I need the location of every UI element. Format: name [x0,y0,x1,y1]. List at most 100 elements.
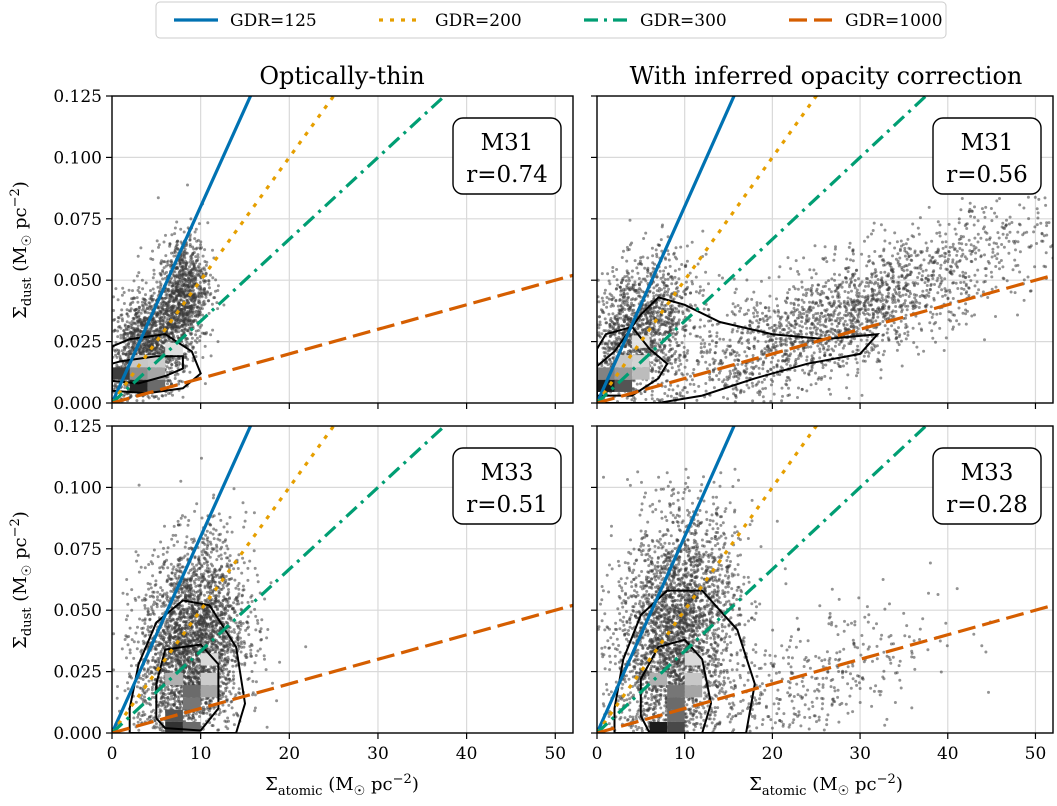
scatter-point [164,264,168,268]
scatter-point [180,266,184,270]
scatter-point [181,370,185,374]
scatter-point [191,296,195,300]
scatter-point [709,319,713,323]
scatter-point [150,340,154,344]
scatter-point [178,313,182,316]
scatter-point [168,391,172,395]
scatter-point [600,272,604,276]
scatter-point [195,336,199,340]
scatter-point [112,318,116,322]
scatter-point [140,326,144,330]
scatter-point [639,280,643,284]
scatter-point [605,342,609,346]
scatter-point [659,276,663,280]
scatter-point [850,308,853,312]
scatter-point [1027,217,1031,221]
scatter-point [1032,230,1036,234]
scatter-point [637,282,641,286]
scatter-point [797,272,801,276]
scatter-point [646,301,650,305]
scatter-point [854,269,858,272]
scatter-point [672,396,676,400]
scatter-point [165,309,169,313]
scatter-point [652,305,656,309]
scatter-point [711,378,715,382]
scatter-point [834,283,837,287]
scatter-point [739,306,743,310]
scatter-point [697,384,701,388]
scatter-point [896,261,900,265]
scatter-point [801,339,805,343]
scatter-point [830,277,834,281]
scatter-point [634,350,638,354]
scatter-point [881,312,885,316]
scatter-point [991,247,995,251]
scatter-point [762,400,766,403]
scatter-point [603,317,607,321]
scatter-point [674,246,678,250]
scatter-point [664,303,668,307]
scatter-point [654,303,658,307]
scatter-point [653,363,657,367]
scatter-point [600,296,604,300]
scatter-point [847,245,851,249]
scatter-point [214,289,217,293]
scatter-point [141,297,145,301]
scatter-point [216,289,220,292]
scatter-point [922,258,926,262]
scatter-point [829,376,832,380]
scatter-point [929,305,933,309]
scatter-point [600,364,604,368]
scatter-point [597,333,600,337]
scatter-point [722,337,725,341]
scatter-point [677,343,681,347]
scatter-point [816,322,820,326]
scatter-point [812,351,816,355]
scatter-point [185,299,189,302]
scatter-point [656,310,660,313]
scatter-point [118,356,122,360]
scatter-point [761,367,765,371]
column-title-opacity-corrected: With inferred opacity correction [630,62,1023,90]
scatter-point [698,325,702,329]
scatter-point [176,318,180,322]
scatter-point [948,245,952,249]
scatter-point [912,341,916,345]
scatter-point [680,304,684,308]
scatter-point [785,318,789,322]
scatter-point [699,342,703,346]
scatter-point [680,372,684,376]
scatter-point [665,330,669,334]
scatter-point [917,352,920,356]
scatter-point [967,275,971,279]
scatter-point [837,343,841,346]
scatter-point [881,338,884,342]
scatter-point [745,278,749,282]
scatter-point [159,345,163,349]
scatter-point [797,316,801,320]
scatter-point [836,295,840,299]
scatter-point [870,232,873,236]
scatter-point [925,249,929,253]
scatter-point [605,305,609,309]
scatter-point [141,287,145,291]
scatter-point [162,303,166,307]
scatter-point [624,279,628,283]
scatter-point [172,314,176,318]
scatter-point [835,306,839,310]
scatter-point [670,366,674,370]
scatter-point [611,270,615,273]
scatter-point [639,392,643,396]
scatter-point [709,334,713,338]
scatter-point [146,344,150,348]
scatter-point [135,296,139,300]
scatter-point [664,379,668,383]
scatter-point [139,345,143,348]
scatter-point [800,316,804,320]
scatter-point [836,316,840,320]
scatter-point [612,304,615,308]
scatter-point [1016,230,1020,234]
scatter-point [181,325,185,329]
scatter-point [823,314,827,318]
scatter-point [183,294,187,298]
